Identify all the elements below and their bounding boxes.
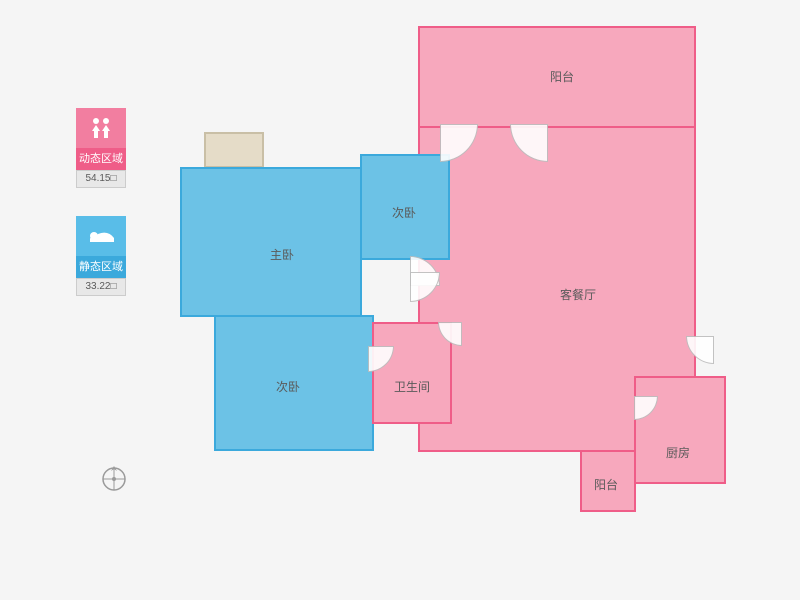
room-balcony-small: [580, 450, 636, 512]
legend-item-static: 静态区域 33.22□: [76, 216, 131, 296]
room-storage: [204, 132, 264, 168]
sleep-icon: [76, 216, 126, 256]
legend-label-dynamic: 动态区域: [76, 148, 126, 170]
legend-value-dynamic: 54.15□: [76, 170, 126, 188]
legend-value-static: 33.22□: [76, 278, 126, 296]
floorplan: 阳台客餐厅主卧次卧次卧卫生间厨房阳台: [180, 26, 750, 536]
room-balcony-top: [418, 26, 696, 128]
legend: 动态区域 54.15□ 静态区域 33.22□: [76, 108, 131, 324]
room-master-bed: [180, 167, 362, 317]
legend-item-dynamic: 动态区域 54.15□: [76, 108, 131, 188]
room-second-bed-1: [360, 154, 450, 260]
room-second-bed-2: [214, 315, 374, 451]
room-bathroom: [372, 322, 452, 424]
people-icon: [76, 108, 126, 148]
room-kitchen: [634, 376, 726, 484]
compass-icon: [100, 465, 128, 493]
legend-label-static: 静态区域: [76, 256, 126, 278]
